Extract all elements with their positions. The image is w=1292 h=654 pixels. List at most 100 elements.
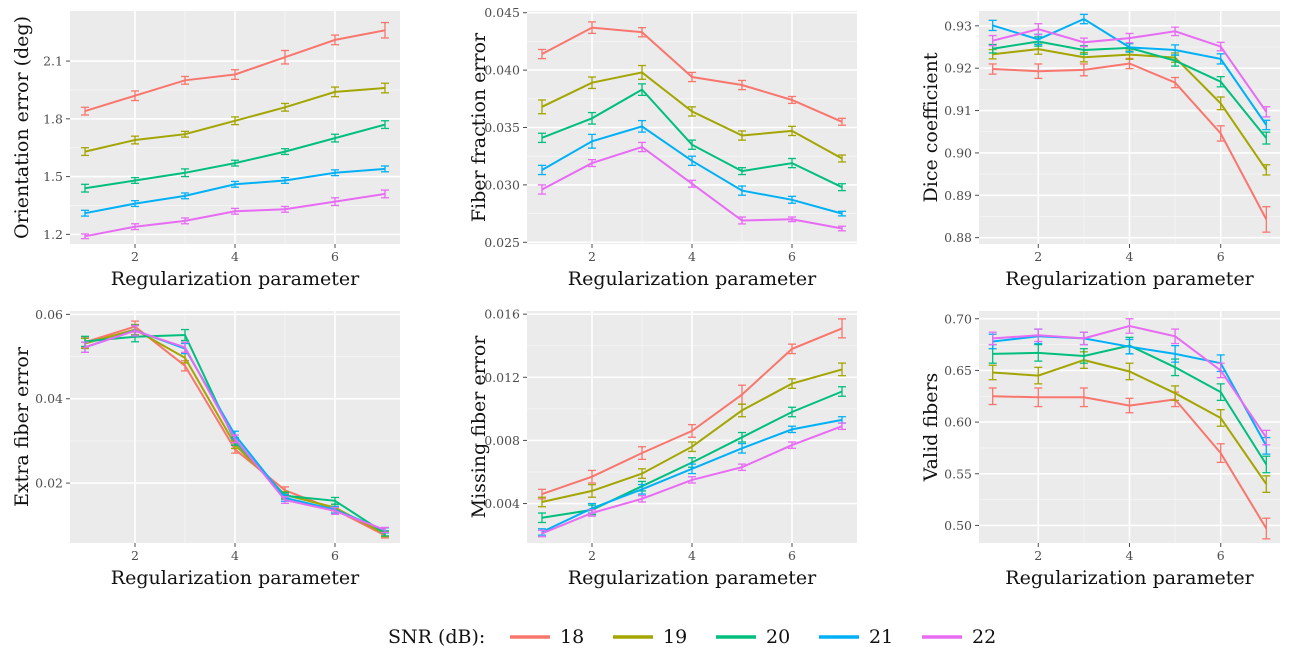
y-tick-label: 0.91	[944, 103, 972, 118]
x-axis-title: Regularization parameter	[111, 567, 360, 589]
panel-6: 2 4 6 0.50 0.55 0.60 0.65 0.70 Regularization pa…	[920, 311, 1280, 589]
series-line-18	[84, 29, 386, 113]
y-tick-label: 0.016	[484, 307, 520, 322]
series-line-20	[84, 123, 386, 190]
y-axis-title: Valid fibers	[920, 373, 942, 483]
series-line-22	[541, 425, 843, 535]
legend-label-22: 22	[972, 626, 996, 648]
x-tick-label: 4	[688, 548, 696, 563]
x-tick-label: 6	[331, 249, 339, 264]
series-22	[81, 325, 389, 534]
series-line-19	[992, 48, 1268, 171]
series-line-21	[541, 418, 843, 533]
y-axis-title: Extra fiber error	[11, 346, 33, 507]
series-line-18	[992, 395, 1268, 530]
y-axis-title: Dice coefficient	[920, 52, 942, 202]
panel-4: 2 4 6 0.02 0.04 0.06 Regularization parameter E…	[11, 307, 400, 589]
series-21	[538, 416, 846, 536]
series-line-22	[84, 192, 386, 238]
y-tick-label: 0.70	[944, 311, 972, 326]
x-tick-label: 6	[1217, 249, 1225, 264]
x-tick-label: 6	[788, 548, 796, 563]
series-line-18	[541, 327, 843, 496]
x-tick-label: 2	[1034, 249, 1042, 264]
panel-5: 2 4 6 0.004 0.008 0.012 0.016 Regularization pa…	[468, 307, 857, 589]
x-tick-label: 4	[231, 548, 239, 563]
series-18	[988, 387, 1271, 540]
y-tick-label: 1.2	[43, 227, 63, 242]
y-tick-label: 2.1	[43, 54, 63, 69]
legend-label-21: 21	[869, 626, 893, 648]
series-line-19	[541, 368, 843, 503]
series-line-21	[541, 125, 843, 215]
x-tick-label: 4	[1126, 548, 1134, 563]
y-tick-label: 0.89	[944, 188, 972, 203]
series-19	[538, 64, 846, 163]
x-tick-label: 2	[131, 548, 139, 563]
x-tick-label: 4	[688, 249, 696, 264]
y-tick-label: 0.90	[944, 145, 972, 160]
x-tick-label: 2	[588, 249, 596, 264]
x-axis-title: Regularization parameter	[568, 268, 817, 290]
series-line-22	[541, 145, 843, 230]
series-18	[538, 318, 846, 500]
y-tick-label: 0.55	[944, 466, 972, 481]
x-axis-title: Regularization parameter	[1005, 567, 1254, 589]
y-tick-label: 0.50	[944, 518, 972, 533]
y-tick-label: 0.012	[484, 370, 520, 385]
y-tick-label: 0.93	[944, 18, 972, 33]
panel-2: 2 4 6 0.025 0.030 0.035 0.040 0.045 Regularizati…	[468, 5, 857, 290]
y-tick-label: 0.88	[944, 230, 972, 245]
series-line-18	[541, 26, 843, 123]
series-18	[538, 21, 846, 126]
series-20	[81, 120, 389, 193]
legend: SNR (dB): 18 19 20 21 22	[388, 626, 996, 648]
series-line-21	[992, 17, 1268, 126]
x-axis-title: Regularization parameter	[111, 268, 360, 290]
y-tick-label: 0.02	[35, 476, 63, 491]
y-tick-label: 0.65	[944, 363, 972, 378]
y-tick-label: 1.8	[43, 111, 63, 126]
y-tick-label: 0.60	[944, 415, 972, 430]
legend-label-18: 18	[560, 626, 584, 648]
legend-label-19: 19	[663, 626, 687, 648]
x-tick-label: 6	[1217, 548, 1225, 563]
series-line-19	[992, 359, 1268, 485]
series-22	[538, 141, 846, 232]
x-tick-label: 4	[1126, 249, 1134, 264]
series-line-18	[992, 62, 1268, 220]
panel-1: 2 4 6 1.2 1.5 1.8 2.1 Regularization parameter O…	[11, 11, 400, 290]
series-21	[81, 165, 389, 217]
y-tick-label: 0.008	[484, 433, 520, 448]
y-tick-label: 0.025	[484, 235, 520, 250]
y-tick-label: 0.040	[484, 63, 520, 78]
y-tick-label: 0.035	[484, 120, 520, 135]
y-tick-label: 0.04	[35, 391, 63, 406]
x-axis-title: Regularization parameter	[568, 567, 817, 589]
series-21	[988, 13, 1271, 131]
x-tick-label: 2	[131, 249, 139, 264]
x-axis-title: Regularization parameter	[1005, 268, 1254, 290]
series-20	[538, 83, 846, 192]
y-tick-label: 0.06	[35, 307, 63, 322]
series-line-20	[541, 88, 843, 189]
series-line-22	[992, 28, 1268, 113]
series-22	[988, 23, 1271, 118]
y-tick-label: 0.045	[484, 5, 520, 20]
x-tick-label: 6	[788, 249, 796, 264]
y-axis-title: Fiber fraction error	[468, 32, 490, 222]
y-tick-label: 0.92	[944, 61, 972, 76]
x-tick-label: 2	[1034, 548, 1042, 563]
series-18	[81, 21, 389, 116]
legend-title: SNR (dB):	[388, 626, 485, 648]
legend-label-20: 20	[766, 626, 790, 648]
series-19	[538, 362, 846, 508]
series-22	[81, 189, 389, 240]
y-tick-label: 0.004	[484, 496, 520, 511]
series-line-22	[992, 324, 1268, 439]
series-line-22	[84, 329, 386, 531]
y-tick-label: 1.5	[43, 169, 63, 184]
series-19	[988, 351, 1271, 494]
series-22	[988, 318, 1271, 446]
